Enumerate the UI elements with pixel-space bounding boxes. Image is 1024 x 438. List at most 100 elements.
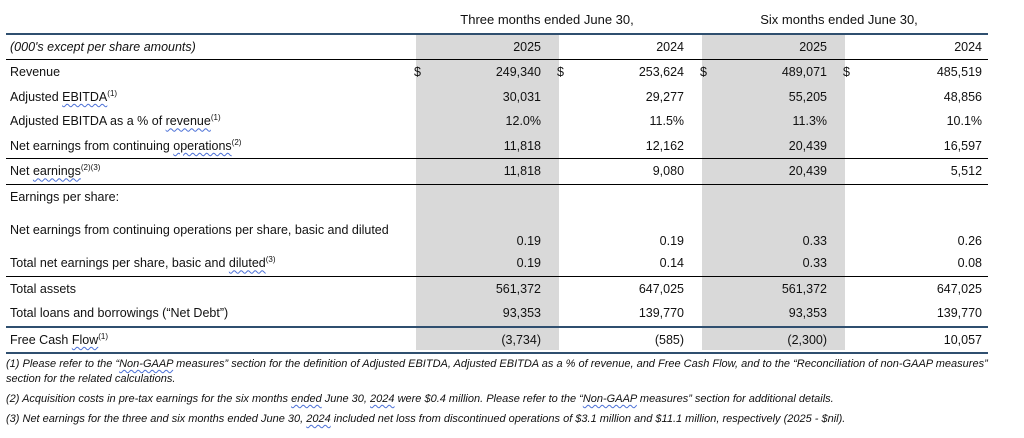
row-label: Total net earnings per share, basic and … [6, 251, 404, 276]
note-text: measures” section for additional details… [636, 393, 834, 405]
dollar-sign: $ [414, 65, 421, 80]
footnote-ref: (2) [231, 137, 242, 147]
cell-value: (3,734) [404, 325, 547, 354]
dollar-sign: $ [843, 65, 850, 80]
year-header: 2024 [833, 33, 989, 60]
spellcheck-word: earnings [32, 164, 81, 179]
cell-value: 485,519 [936, 65, 983, 80]
cell-value: 11,818 [503, 138, 541, 153]
table-row-free-cash-flow: Free Cash Flow(1) (3,734) (585) (2,300) … [6, 325, 989, 354]
footnote-ref: (3) [265, 255, 276, 265]
cell-value: 0.33 [802, 234, 828, 248]
note-text: measures” section for the definition of … [6, 358, 988, 385]
spellcheck-word: Flow [71, 332, 99, 347]
row-label: Net earnings from continuing operations … [10, 222, 389, 237]
footnote-ref: (1) [98, 331, 109, 341]
table-row-adjusted-ebitda: Adjusted EBITDA(1) 30,031 29,277 55,205 … [6, 85, 988, 110]
table-row-net-debt: Total loans and borrowings (“Net Debt”) … [6, 301, 988, 327]
year-header: 2025 [690, 33, 834, 60]
table-row-net-earnings-continuing: Net earnings from continuing operations(… [6, 134, 988, 159]
table-row-total-assets: Total assets 561,372 647,025 561,372 647… [6, 275, 989, 301]
cell-value: 0.19 [516, 234, 541, 248]
cell-value: 0.19 [659, 234, 685, 248]
note-text: June 30, [321, 393, 371, 405]
row-label: Total loans and borrowings (“Net Debt”) [10, 306, 229, 321]
cell-value: (2,300) [690, 325, 834, 354]
spellcheck-word: 2024 [306, 413, 331, 425]
cell-value: 647,025 [547, 275, 691, 301]
six-months-header: Six months ended June 30, [760, 12, 918, 27]
cell-value: 11.5% [649, 114, 685, 129]
row-label: Adjusted EBITDA(1) [6, 85, 404, 110]
table-row-eps-header: Earnings per share: [6, 183, 989, 209]
label-text: Adjusted [10, 89, 63, 104]
cell-value: 253,624 [638, 65, 685, 80]
footnotes: (1) Please refer to the “Non-GAAP measur… [6, 357, 988, 432]
spellcheck-word: 2024 [370, 393, 395, 405]
cell-value: 29,277 [645, 89, 685, 104]
cell-value: 93,353 [788, 306, 828, 321]
spellcheck-word: operations [173, 138, 232, 153]
cell-value: 11.3% [792, 114, 828, 129]
cell-value: 0.08 [957, 256, 983, 271]
label-text: Net [10, 164, 33, 179]
table-row-eps-continuing: Net earnings from continuing operations … [6, 209, 988, 251]
table-row-adjusted-ebitda-pct: Adjusted EBITDA as a % of revenue(1) 12.… [6, 109, 988, 134]
spellcheck-word: Non-GAAP [119, 358, 174, 370]
cell-value: 5,512 [833, 158, 989, 184]
year-header: 2024 [547, 33, 691, 60]
cell-value: 55,205 [788, 89, 828, 104]
table-row-revenue: Revenue $ 249,340 $ 253,624 $ 489,071 $ … [6, 60, 988, 85]
footnote-ref: (1) [107, 88, 118, 98]
cell-value: 10.1% [946, 114, 983, 129]
cell-value: 12.0% [505, 114, 541, 129]
cell-value: 93,353 [502, 306, 541, 321]
note-text: were $0.4 million. Please refer to the “ [394, 393, 583, 405]
row-label: Adjusted EBITDA as a % of revenue(1) [6, 109, 404, 134]
row-label: Revenue [10, 65, 61, 80]
cell-value: 647,025 [833, 275, 989, 301]
label-text: Total net earnings per share, basic and [10, 256, 229, 271]
cell-value: 12,162 [645, 138, 685, 153]
row-label: Free Cash Flow(1) [6, 325, 404, 354]
cell-value: 139,770 [638, 306, 685, 321]
footnote-1: (1) Please refer to the “Non-GAAP measur… [6, 357, 988, 387]
period-header-row: Three months ended June 30, Six months e… [6, 6, 988, 34]
cell-value: 16,597 [943, 138, 983, 153]
table-row-net-earnings: Net earnings(2)(3) 11,818 9,080 20,439 5… [6, 158, 989, 184]
cell-value: 489,071 [781, 65, 828, 80]
financial-summary: Three months ended June 30, Six months e… [6, 0, 989, 438]
cell-value: 11,818 [404, 158, 547, 184]
spellcheck-word: EBITDA [62, 89, 108, 104]
spellcheck-word: diluted [228, 256, 266, 271]
year-header-row: (000's except per share amounts) 2025 20… [6, 33, 989, 60]
spellcheck-word: ended [291, 393, 322, 405]
label-text: Free Cash [10, 332, 72, 347]
row-label: Net earnings(2)(3) [6, 158, 404, 184]
spellcheck-word: revenue [165, 114, 211, 129]
note-text: included net loss from discontinued oper… [330, 413, 846, 425]
note-text: (1) Please refer to the “ [6, 358, 120, 370]
cell-value: 10,057 [833, 325, 989, 354]
cell-value: 30,031 [502, 89, 541, 104]
cell-value: 0.19 [516, 256, 541, 271]
cell-value: 0.14 [659, 256, 685, 271]
cell-value: 9,080 [547, 158, 691, 184]
dollar-sign: $ [557, 65, 564, 80]
cell-value: 139,770 [936, 306, 983, 321]
label-text: Net earnings from continuing [10, 138, 174, 153]
table-row-eps-total: Total net earnings per share, basic and … [6, 251, 988, 276]
cell-value: 561,372 [404, 275, 547, 301]
note-text: (3) Net earnings for the three and six m… [6, 413, 307, 425]
units-label: (000's except per share amounts) [6, 33, 404, 60]
row-label: Earnings per share: [6, 183, 404, 209]
cell-value: (585) [547, 325, 691, 354]
footnote-2: (2) Acquisition costs in pre-tax earning… [6, 392, 988, 407]
footnote-ref: (1) [210, 113, 221, 123]
financial-table: Three months ended June 30, Six months e… [6, 6, 989, 354]
cell-value: 249,340 [495, 65, 541, 80]
label-text: Adjusted EBITDA as a % of [10, 114, 166, 129]
cell-value: 0.26 [957, 234, 983, 248]
cell-value: 0.33 [802, 256, 828, 271]
cell-value: 20,439 [788, 138, 828, 153]
